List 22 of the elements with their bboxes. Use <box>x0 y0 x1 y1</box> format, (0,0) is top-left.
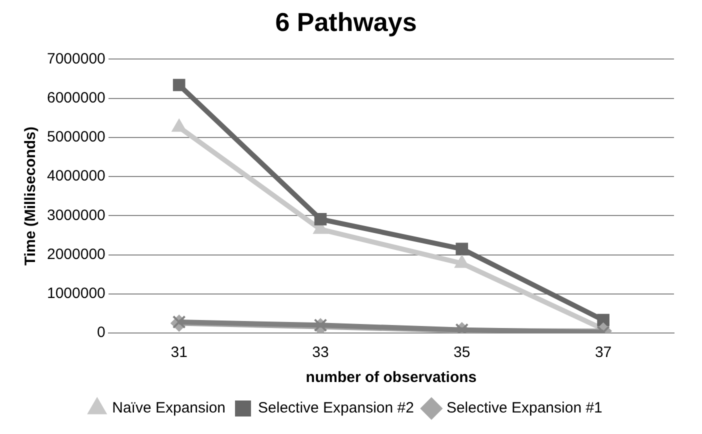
x-tick-label: 31 <box>170 344 188 362</box>
point <box>172 78 186 92</box>
x-axis-title: number of observations <box>306 369 477 386</box>
point <box>597 314 610 326</box>
x-tick-label: 35 <box>454 344 470 362</box>
y-tick-label: 3000000 <box>46 206 106 224</box>
x-tick-label: 33 <box>312 344 329 362</box>
y-tick-label: 1000000 <box>46 285 106 302</box>
y-tick-label: 5000000 <box>46 128 106 146</box>
y-tick-label: 7000000 <box>46 50 106 68</box>
y-tick-label: 6000000 <box>46 89 106 106</box>
y-tick-label: 4000000 <box>46 168 106 185</box>
legend-label: Naïve Expansion <box>112 400 226 417</box>
point <box>314 213 327 226</box>
y-tick-label: 0 <box>97 324 106 342</box>
x-tick-label: 37 <box>594 344 612 362</box>
legend-label: Selective Expansion #1 <box>446 400 602 417</box>
y-tick-label: 2000000 <box>46 246 106 263</box>
point <box>456 242 468 256</box>
legend-label: Selective Expansion #2 <box>258 400 414 417</box>
y-axis-title: Time (Milliseconds) <box>22 126 40 266</box>
chart-title: 6 Pathways <box>275 6 417 37</box>
